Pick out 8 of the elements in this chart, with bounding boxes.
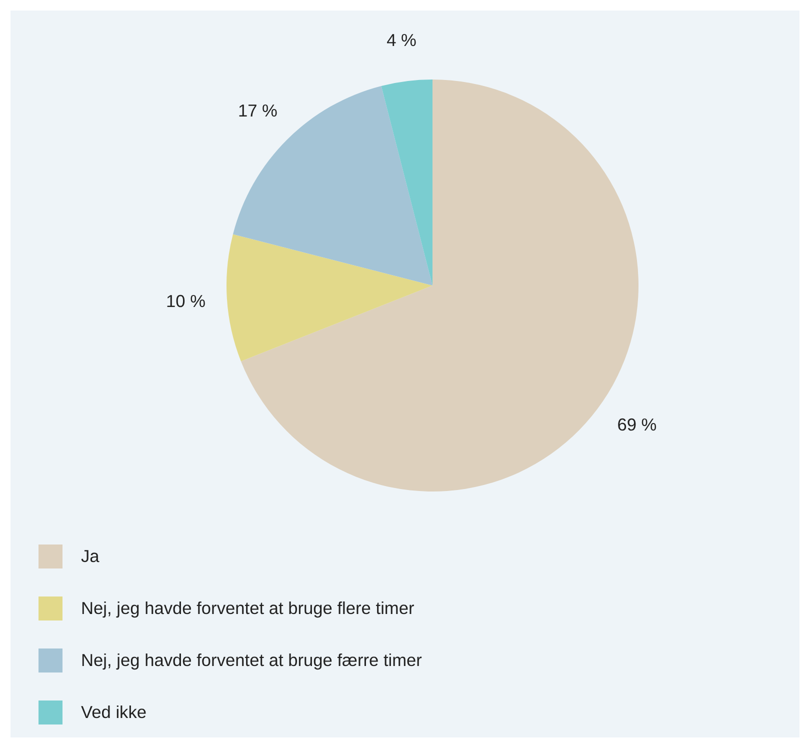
data-label: 17 % — [238, 100, 278, 121]
data-label: 4 % — [386, 30, 416, 50]
legend-label: Nej, jeg havde forventet at bruge flere timer — [81, 598, 414, 618]
data-label: 69 % — [617, 414, 657, 434]
legend-label: Ja — [81, 546, 100, 566]
legend-label: Nej, jeg havde forventet at bruge færre timer — [81, 650, 422, 670]
data-label: 10 % — [166, 291, 206, 312]
legend-label: Ved ikke — [81, 702, 147, 722]
